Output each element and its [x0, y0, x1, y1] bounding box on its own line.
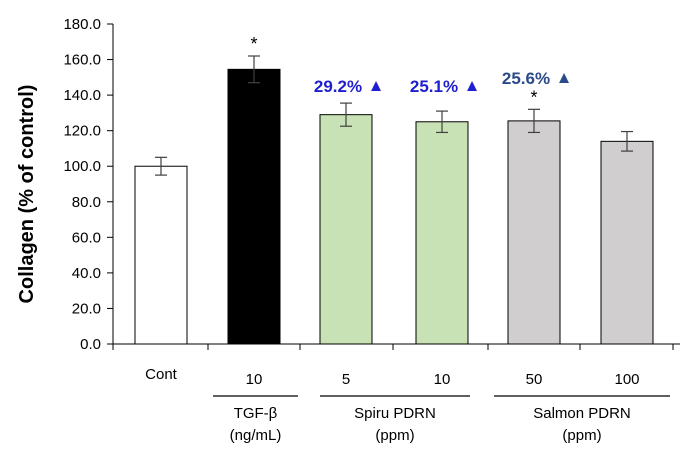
group-name-label: Spiru PDRN: [354, 405, 436, 422]
up-triangle-icon: ▲: [368, 76, 385, 95]
x-category-label: 50: [526, 371, 543, 388]
significance-star: *: [250, 34, 257, 54]
bar-1: [227, 68, 281, 345]
y-tick-label: 40.0: [72, 265, 101, 282]
x-category-label: 10: [246, 371, 263, 388]
increase-annotation: 29.2%: [314, 77, 362, 96]
axes: [107, 23, 680, 397]
y-tick-label: 20.0: [72, 300, 101, 317]
y-axis-label: Collagen (% of control): [16, 85, 38, 304]
x-category-label: Cont: [145, 366, 178, 383]
group-unit-label: (ppm): [562, 427, 601, 444]
group-name-label: TGF-β: [234, 405, 278, 422]
y-tick-label: 0.0: [80, 336, 101, 353]
bar-0: [134, 165, 188, 345]
bar-2: [319, 114, 373, 345]
y-tick-label: 180.0: [63, 16, 101, 33]
increase-annotation: 25.6%: [502, 69, 550, 88]
increase-annotation: 25.1%: [410, 77, 458, 96]
bar-4: [507, 120, 561, 345]
x-category-label: 100: [614, 371, 639, 388]
y-tick-label: 100.0: [63, 158, 101, 175]
x-category-label: 10: [434, 371, 451, 388]
up-triangle-icon: ▲: [464, 76, 481, 95]
group-unit-label: (ppm): [375, 427, 414, 444]
y-tick-label: 160.0: [63, 52, 101, 69]
labels: 0.0 20.0 40.0 60.0 80.0 100.0 120.0 140.0 160.0 1…: [63, 16, 639, 444]
y-tick-label: 140.0: [63, 87, 101, 104]
y-tick-label: 60.0: [72, 229, 101, 246]
x-category-label: 5: [342, 371, 350, 388]
group-name-label: Salmon PDRN: [533, 405, 631, 422]
up-triangle-icon: ▲: [556, 68, 573, 87]
significance-star: *: [530, 87, 537, 107]
y-tick-label: 80.0: [72, 194, 101, 211]
group-unit-label: (ng/mL): [230, 427, 282, 444]
bars: [134, 55, 654, 345]
y-tick-label: 120.0: [63, 123, 101, 140]
bar-3: [415, 121, 469, 345]
bar-5: [600, 140, 654, 345]
